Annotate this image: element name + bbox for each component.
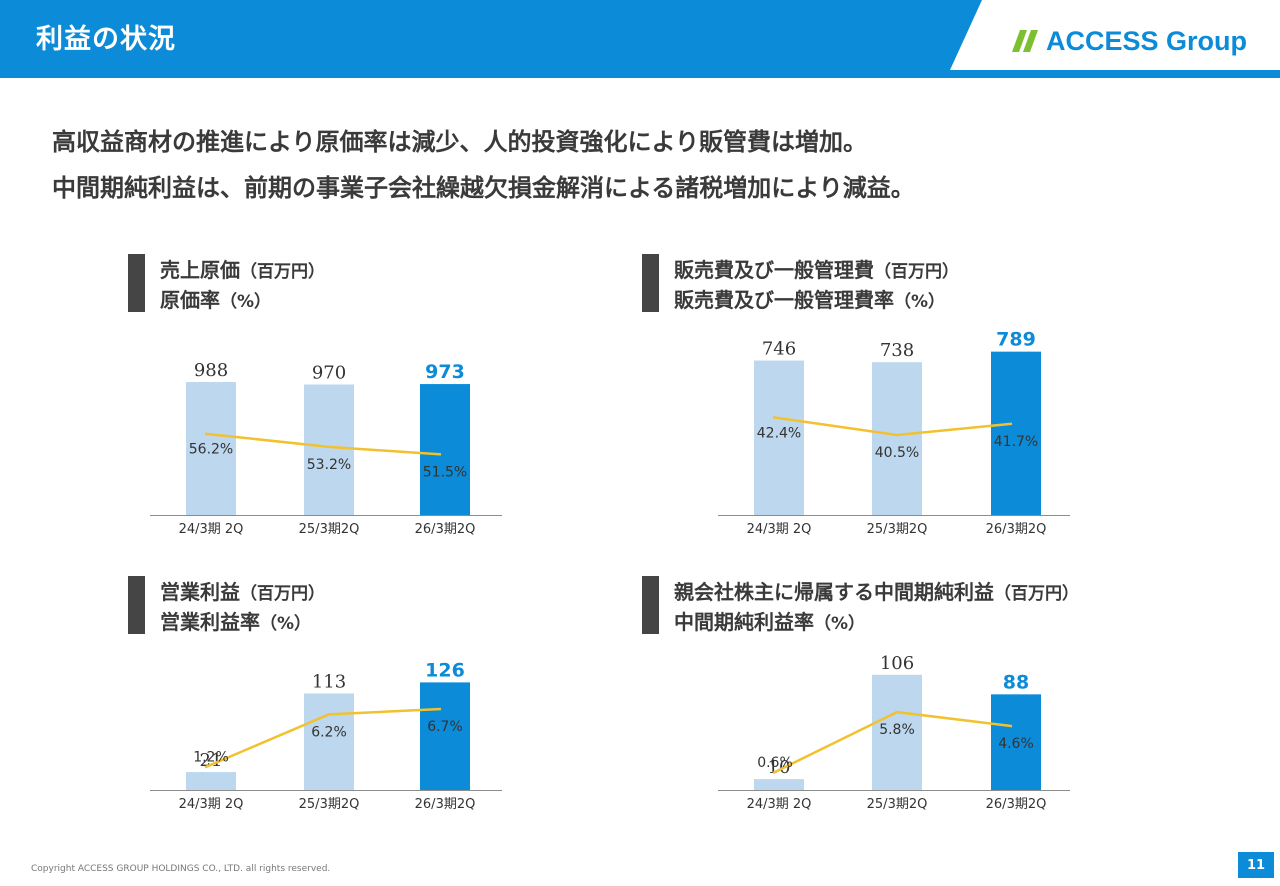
x-tick-label: 24/3期 2Q <box>747 522 812 537</box>
bar <box>420 682 470 790</box>
section-marker <box>642 576 659 634</box>
bar <box>872 674 922 790</box>
header-blue-band <box>0 0 982 70</box>
copyright: Copyright ACCESS GROUP HOLDINGS CO., LTD… <box>31 864 331 874</box>
rate-label: 4.6% <box>998 736 1034 752</box>
bar-value-label: 789 <box>996 330 1036 351</box>
page-title: 利益の状況 <box>36 24 176 55</box>
cost-of-sales-chart: 988 970 973 24/3期 2Q 25/3期2Q 26/3期2Q 56.2% 53.2… <box>150 360 502 537</box>
section-subtitle: 原価率 <box>160 288 220 312</box>
bar-value-label: 21 <box>200 750 223 771</box>
section-title: 営業利益 <box>160 580 240 604</box>
bar <box>991 694 1041 790</box>
logo-slash-icon <box>1012 30 1038 52</box>
section-unit: （%） <box>894 292 946 312</box>
header-band <box>0 0 1280 78</box>
rate-label: 0.6% <box>757 755 793 771</box>
x-tick-label: 24/3期 2Q <box>179 797 244 812</box>
section-subtitle: 中間期純利益率 <box>674 610 814 634</box>
section-subtitle: 営業利益率 <box>160 610 260 634</box>
rate-label: 5.8% <box>879 722 915 738</box>
section-title: 親会社株主に帰属する中間期純利益 <box>674 580 994 604</box>
bar-value-label: 973 <box>425 361 465 383</box>
x-tick-label: 26/3期2Q <box>986 522 1047 537</box>
section-marker <box>128 254 145 312</box>
rate-line <box>204 432 442 456</box>
section-title: 売上原価 <box>160 258 240 282</box>
x-tick-label: 24/3期 2Q <box>747 797 812 812</box>
rate-label: 56.2% <box>189 442 233 458</box>
bar-value-label: 106 <box>880 653 914 674</box>
bar-value-label: 126 <box>425 659 465 681</box>
section-unit: （百万円） <box>994 584 1079 604</box>
page-number: 11 <box>1238 852 1274 878</box>
section-unit: （百万円） <box>240 262 325 282</box>
rate-line <box>772 416 1013 437</box>
bar <box>186 382 236 515</box>
bar-value-label: 988 <box>194 360 228 381</box>
section-title: 販売費及び一般管理費 <box>674 258 874 282</box>
bar <box>754 779 804 790</box>
section-unit: （百万円） <box>874 262 959 282</box>
section-unit: （%） <box>220 292 272 312</box>
operating-profit-chart: 21 113 126 24/3期 2Q 25/3期2Q 26/3期2Q 1.2% 6.2% 6.… <box>150 659 502 812</box>
header: 利益の状況 ACCESS Group <box>0 0 1280 78</box>
section-subtitle: 販売費及び一般管理費率 <box>674 288 894 312</box>
rate-label: 40.5% <box>875 445 919 461</box>
x-tick-label: 25/3期2Q <box>867 522 928 537</box>
x-tick-label: 25/3期2Q <box>867 797 928 812</box>
sga-chart: 746 738 789 24/3期 2Q 25/3期2Q 26/3期2Q 42.4% 40.5… <box>718 330 1070 537</box>
x-tick-label: 26/3期2Q <box>986 797 1047 812</box>
rate-label: 53.2% <box>307 457 351 473</box>
bar <box>304 384 354 515</box>
rate-line <box>772 710 1013 775</box>
section-unit: （百万円） <box>240 584 325 604</box>
bar <box>754 360 804 515</box>
section-unit: （%） <box>814 614 866 634</box>
bar <box>991 351 1041 515</box>
bar-value-label: 746 <box>762 339 796 360</box>
rate-label: 6.2% <box>311 724 347 740</box>
lead-line-2: 中間期純利益は、前期の事業子会社繰越欠損金解消による諸税増加により減益。 <box>52 174 915 202</box>
section-marker <box>128 576 145 634</box>
logo-text: ACCESS Group <box>1046 25 1248 56</box>
x-tick-label: 24/3期 2Q <box>179 522 244 537</box>
bar <box>304 693 354 790</box>
rate-label: 1.2% <box>193 749 229 765</box>
x-tick-label: 25/3期2Q <box>299 522 360 537</box>
bar <box>872 362 922 515</box>
section-marker <box>642 254 659 312</box>
rate-label: 41.7% <box>994 434 1038 450</box>
lead-line-1: 高収益商材の推進により原価率は減少、人的投資強化により販管費は増加。 <box>52 128 868 156</box>
bar-value-label: 88 <box>1003 671 1029 693</box>
x-tick-label: 26/3期2Q <box>415 797 476 812</box>
rate-label: 6.7% <box>427 719 463 735</box>
bar-value-label: 970 <box>312 362 346 383</box>
rate-label: 42.4% <box>757 425 801 441</box>
access-group-logo: ACCESS Group <box>1012 24 1247 58</box>
x-tick-label: 26/3期2Q <box>415 522 476 537</box>
rate-line <box>204 707 442 769</box>
section-unit: （%） <box>260 614 312 634</box>
bar-value-label: 113 <box>312 671 346 692</box>
bar-value-label: 738 <box>880 340 914 361</box>
bar <box>186 772 236 790</box>
header-underline <box>0 70 1280 78</box>
bar <box>420 384 470 515</box>
rate-label: 51.5% <box>423 464 467 480</box>
x-tick-label: 25/3期2Q <box>299 797 360 812</box>
